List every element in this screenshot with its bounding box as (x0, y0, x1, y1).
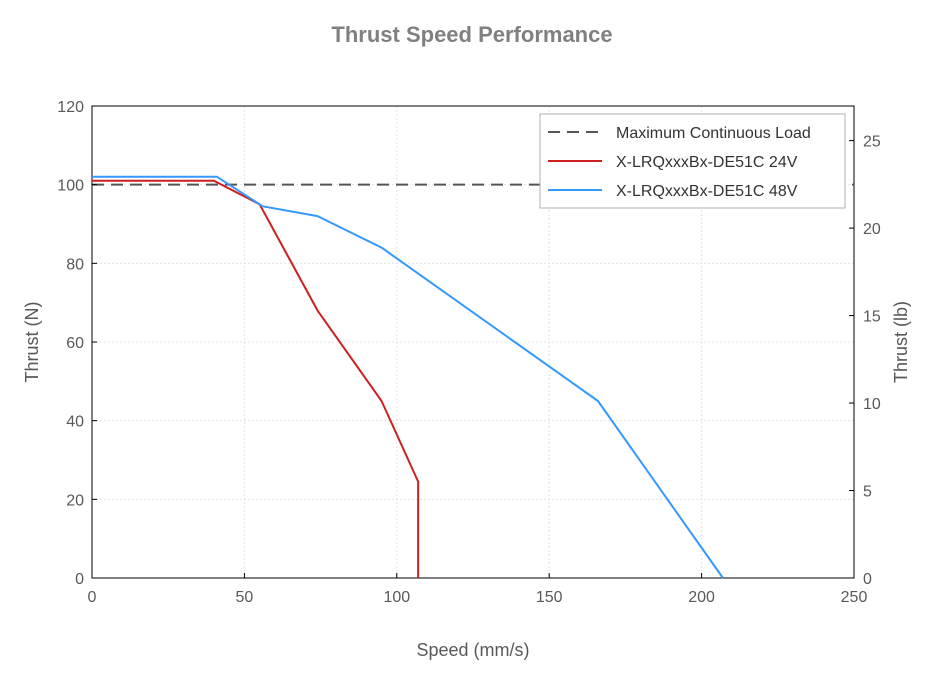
y2-tick-label: 20 (863, 221, 881, 238)
y2-tick-label: 0 (863, 571, 872, 588)
y2-tick-label: 5 (863, 484, 872, 501)
y-tick-label: 40 (66, 414, 84, 431)
x-tick-label: 150 (536, 589, 563, 606)
legend: Maximum Continuous Load X-LRQxxxBx-DE51C … (539, 113, 846, 209)
y2-axis-label: Thrust (lb) (891, 301, 911, 383)
legend-label: Maximum Continuous Load (616, 125, 811, 142)
x-tick-label: 50 (236, 589, 254, 606)
series-line-3 (92, 175, 724, 579)
series-line-2 (92, 179, 420, 578)
x-tick-label: 200 (688, 589, 715, 606)
y-tick-label: 0 (75, 571, 84, 588)
legend-label: X-LRQxxxBx-DE51C 24V (616, 154, 798, 171)
y2-tick-label: 25 (863, 134, 881, 151)
chart-title: Thrust Speed Performance (331, 22, 612, 47)
x-tick-label: 0 (88, 589, 97, 606)
y-tick-label: 120 (57, 99, 84, 116)
x-axis-label: Speed (mm/s) (416, 640, 529, 660)
legend-label: X-LRQxxxBx-DE51C 48V (616, 183, 798, 200)
x-tick-label: 100 (383, 589, 410, 606)
series-layer (92, 175, 854, 579)
y-axis-label: Thrust (N) (22, 302, 42, 383)
y-tick-label: 20 (66, 492, 84, 509)
y-tick-label: 60 (66, 335, 84, 352)
y-tick-label: 80 (66, 256, 84, 273)
y2-tick-label: 15 (863, 309, 881, 326)
y-tick-label: 100 (57, 178, 84, 195)
y2-tick-label: 10 (863, 396, 881, 413)
x-tick-label: 250 (841, 589, 868, 606)
